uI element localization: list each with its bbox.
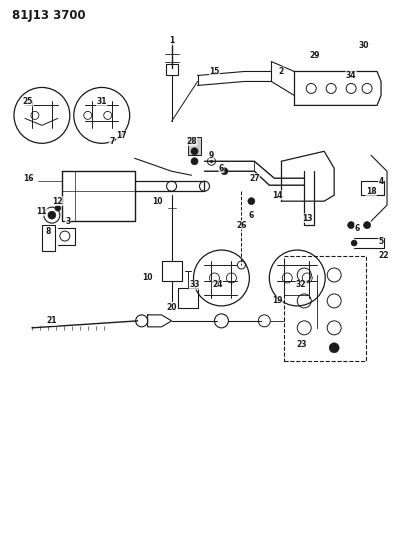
Text: 17: 17 [117, 131, 127, 140]
Text: 22: 22 [379, 251, 389, 260]
Text: 10: 10 [152, 197, 163, 206]
Text: 15: 15 [209, 67, 220, 76]
Text: 30: 30 [359, 41, 369, 50]
Text: 23: 23 [296, 340, 306, 349]
Text: 7: 7 [109, 137, 115, 146]
Circle shape [48, 211, 56, 219]
Text: 31: 31 [97, 97, 107, 106]
Text: 34: 34 [346, 71, 356, 80]
Text: 9: 9 [209, 151, 214, 160]
Circle shape [191, 158, 198, 165]
Text: 3: 3 [65, 216, 71, 225]
Text: 28: 28 [186, 137, 197, 146]
Text: 29: 29 [309, 51, 320, 60]
Text: 20: 20 [166, 303, 177, 312]
Text: 8: 8 [45, 227, 51, 236]
Text: 14: 14 [272, 191, 282, 200]
Text: 25: 25 [23, 97, 33, 106]
Text: 18: 18 [366, 187, 376, 196]
Circle shape [210, 160, 213, 163]
Text: 4: 4 [378, 177, 384, 185]
Circle shape [351, 240, 357, 246]
Circle shape [248, 198, 255, 205]
Text: 10: 10 [142, 273, 153, 282]
Text: 33: 33 [189, 280, 200, 289]
Text: 2: 2 [279, 67, 284, 76]
Circle shape [191, 148, 198, 155]
Text: 27: 27 [249, 174, 260, 183]
Text: 6: 6 [249, 211, 254, 220]
Bar [166, 63, 178, 76]
Text: 19: 19 [272, 296, 282, 305]
Text: 5: 5 [379, 237, 383, 246]
Circle shape [348, 222, 355, 229]
Circle shape [363, 222, 371, 229]
Text: 32: 32 [296, 280, 306, 289]
Text: 6: 6 [354, 224, 360, 232]
Text: 81J13 3700: 81J13 3700 [12, 9, 86, 22]
Text: 6: 6 [219, 164, 224, 173]
Text: 13: 13 [302, 214, 312, 223]
Circle shape [55, 205, 61, 211]
Text: 1: 1 [169, 36, 174, 45]
Text: 16: 16 [23, 174, 33, 183]
Text: 12: 12 [53, 197, 63, 206]
Bar [284, 256, 366, 361]
Text: 21: 21 [47, 317, 57, 325]
Text: 26: 26 [236, 221, 247, 230]
Circle shape [221, 168, 228, 175]
Text: 24: 24 [212, 280, 223, 289]
Text: 11: 11 [37, 207, 47, 216]
Circle shape [329, 343, 339, 353]
Bar [188, 138, 201, 155]
